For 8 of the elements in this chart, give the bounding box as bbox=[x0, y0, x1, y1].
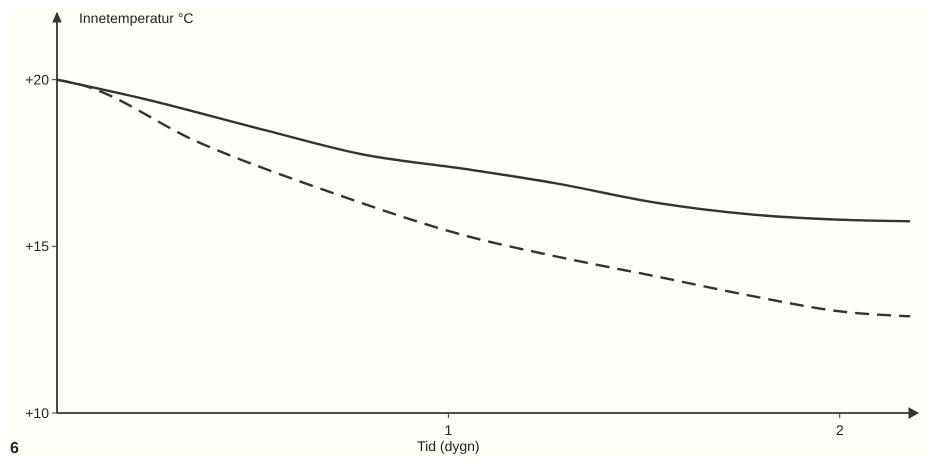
text: 6 bbox=[10, 440, 19, 457]
y-tick-label: +20 bbox=[25, 72, 50, 88]
x-tick-label: 2 bbox=[836, 422, 844, 438]
x-tick-label: 1 bbox=[444, 422, 452, 438]
y-tick-label: +10 bbox=[25, 404, 50, 421]
y-tick-label: +15 bbox=[25, 238, 50, 254]
x-axis-title: Tid (dygn) bbox=[417, 438, 480, 454]
y-axis-title: Innetemperatur °C bbox=[79, 10, 194, 26]
